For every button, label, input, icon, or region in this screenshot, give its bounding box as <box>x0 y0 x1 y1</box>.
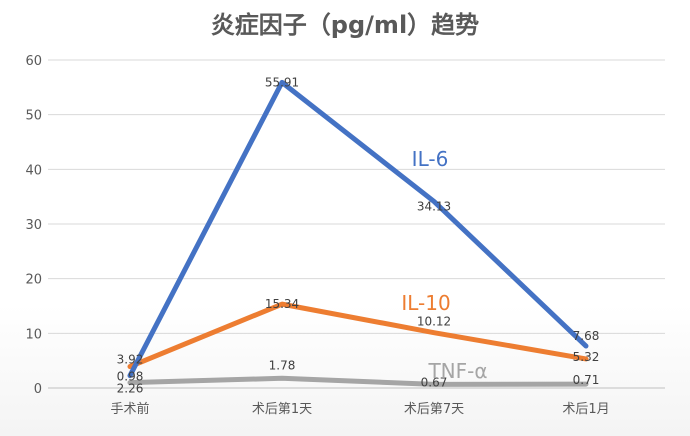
data-label: 55.91 <box>265 75 299 89</box>
y-tick-label: 0 <box>34 382 42 397</box>
series-name-label: IL-10 <box>401 291 450 315</box>
series-lines <box>127 79 589 387</box>
y-tick-label: 50 <box>25 109 42 124</box>
y-tick-label: 40 <box>25 163 42 178</box>
series-line-1 <box>127 301 589 370</box>
x-tick-label: 术后第1天 <box>252 402 312 417</box>
y-tick-label: 30 <box>25 218 42 233</box>
y-axis-ticks: 0 10 20 30 40 50 60 <box>25 54 42 397</box>
series-name-label: TNF-α <box>427 359 487 383</box>
y-tick-label: 10 <box>25 327 42 342</box>
chart-title: 炎症因子（pg/ml）趋势 <box>211 11 479 39</box>
x-axis-ticks: 手术前 术后第1天 术后第7天 术后1月 <box>110 401 609 417</box>
x-tick-label: 手术前 <box>110 401 149 417</box>
y-tick-label: 60 <box>25 54 42 69</box>
data-label: 2.26 <box>117 382 144 396</box>
data-label: 0.98 <box>117 370 144 384</box>
series-line-2 <box>127 375 589 387</box>
series-line-0 <box>127 79 589 379</box>
data-label: 1.78 <box>269 358 296 372</box>
data-label: 0.71 <box>573 373 600 387</box>
x-tick-label: 术后第7天 <box>404 402 464 417</box>
series-name-label: IL-6 <box>412 147 449 171</box>
y-tick-label: 20 <box>25 273 42 288</box>
data-label: 5.32 <box>573 350 600 364</box>
data-label: 15.34 <box>265 297 299 311</box>
data-labels: 2.26 55.91 34.13 7.68 3.92 15.34 10.12 5.32 0.98… <box>117 75 600 395</box>
x-tick-label: 术后1月 <box>562 402 609 417</box>
data-label: 7.68 <box>573 329 600 343</box>
data-label: 34.13 <box>417 199 451 213</box>
data-label: 3.92 <box>117 353 144 367</box>
series-labels: IL-6 IL-10 TNF-α <box>401 147 487 383</box>
data-label: 10.12 <box>417 315 451 329</box>
data-label: 0.67 <box>421 375 448 389</box>
